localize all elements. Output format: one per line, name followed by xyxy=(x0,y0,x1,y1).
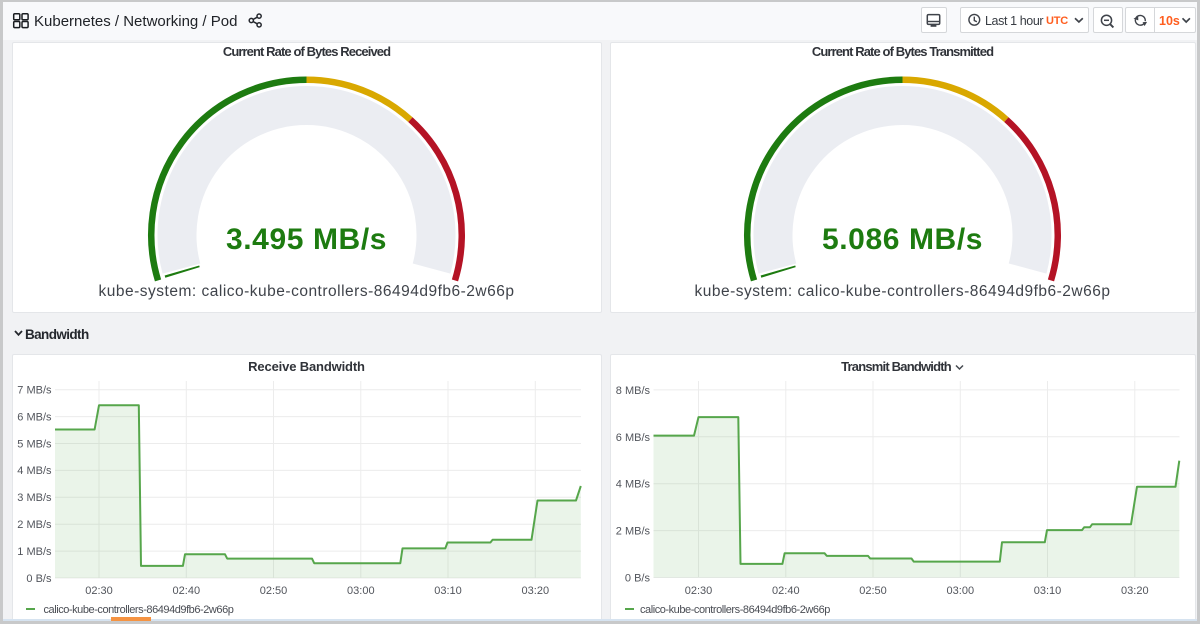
svg-text:0 B/s: 0 B/s xyxy=(26,573,52,585)
svg-text:02:30: 02:30 xyxy=(685,585,713,597)
svg-text:03:10: 03:10 xyxy=(434,585,462,597)
svg-text:02:40: 02:40 xyxy=(173,585,201,597)
svg-text:3 MB/s: 3 MB/s xyxy=(17,492,52,504)
svg-text:1 MB/s: 1 MB/s xyxy=(17,546,52,558)
svg-text:02:40: 02:40 xyxy=(772,585,800,597)
svg-text:03:00: 03:00 xyxy=(947,585,975,597)
svg-text:2 MB/s: 2 MB/s xyxy=(616,526,651,538)
svg-text:03:20: 03:20 xyxy=(522,585,550,597)
svg-text:4 MB/s: 4 MB/s xyxy=(616,479,651,491)
svg-text:03:20: 03:20 xyxy=(1121,585,1149,597)
svg-text:6 MB/s: 6 MB/s xyxy=(616,432,651,444)
svg-text:2 MB/s: 2 MB/s xyxy=(17,519,52,531)
svg-text:02:50: 02:50 xyxy=(859,585,887,597)
svg-text:02:30: 02:30 xyxy=(85,585,113,597)
svg-text:03:10: 03:10 xyxy=(1034,585,1062,597)
svg-text:calico-kube-controllers-86494d: calico-kube-controllers-86494d9fb6-2w66p xyxy=(44,604,234,616)
svg-text:5 MB/s: 5 MB/s xyxy=(17,438,52,450)
svg-text:0 B/s: 0 B/s xyxy=(625,573,651,585)
svg-text:7 MB/s: 7 MB/s xyxy=(17,385,52,397)
svg-text:calico-kube-controllers-86494d: calico-kube-controllers-86494d9fb6-2w66p xyxy=(640,604,830,616)
svg-text:8 MB/s: 8 MB/s xyxy=(616,385,651,397)
svg-text:02:50: 02:50 xyxy=(260,585,288,597)
svg-text:6 MB/s: 6 MB/s xyxy=(17,411,52,423)
svg-text:4 MB/s: 4 MB/s xyxy=(17,465,52,477)
svg-text:03:00: 03:00 xyxy=(347,585,375,597)
